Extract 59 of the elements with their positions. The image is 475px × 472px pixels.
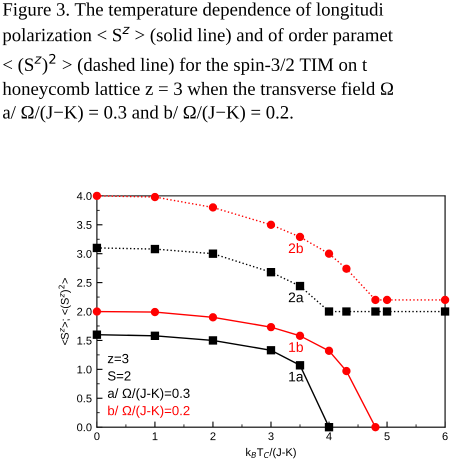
x-tick-label: 1 bbox=[152, 432, 158, 440]
y-tick-label: 4.0 bbox=[76, 192, 92, 200]
point bbox=[266, 322, 276, 332]
x-axis-title: k$_{B}$T$_{C}$/(J-K) bbox=[246, 448, 296, 458]
point bbox=[266, 346, 276, 354]
point bbox=[296, 332, 304, 340]
point bbox=[208, 203, 218, 212]
annotation: a/ Ω/(J-K)=0.3 bbox=[108, 388, 190, 401]
x-tick-label: 2 bbox=[210, 432, 216, 440]
point bbox=[324, 250, 334, 258]
annotation: S=2 bbox=[108, 371, 131, 381]
y-tick-label: 2.5 bbox=[77, 278, 92, 287]
point bbox=[371, 422, 380, 432]
point bbox=[150, 192, 160, 202]
point bbox=[150, 308, 160, 316]
point bbox=[296, 282, 304, 290]
x-tick-label: 5 bbox=[384, 432, 390, 440]
y-tick-label: 1.5 bbox=[77, 336, 92, 345]
point bbox=[208, 250, 218, 258]
point bbox=[208, 336, 218, 345]
annotation: z=3 bbox=[108, 354, 128, 364]
y-tick-label: 3.0 bbox=[77, 250, 92, 258]
point bbox=[150, 244, 160, 254]
point bbox=[440, 296, 450, 304]
point bbox=[324, 346, 334, 356]
point bbox=[371, 296, 380, 304]
point bbox=[324, 307, 334, 316]
point bbox=[92, 244, 102, 252]
series-label: 1b bbox=[289, 342, 303, 352]
point bbox=[266, 268, 276, 276]
x-tick-label: 6 bbox=[442, 432, 448, 440]
point bbox=[342, 264, 351, 273]
point bbox=[342, 307, 351, 316]
y-tick-label: 2.0 bbox=[77, 308, 92, 316]
point bbox=[266, 220, 276, 229]
point bbox=[342, 366, 351, 376]
point bbox=[440, 307, 450, 316]
x-tick-label: 3 bbox=[268, 432, 274, 440]
point bbox=[382, 307, 392, 316]
point bbox=[296, 361, 304, 370]
point bbox=[208, 313, 218, 322]
point bbox=[150, 332, 160, 340]
x-tick-label: 4 bbox=[326, 432, 332, 440]
annotation: b/ Ω/(J-K)=0.2 bbox=[108, 406, 190, 418]
point bbox=[296, 232, 304, 242]
y-tick-label: 1.0 bbox=[77, 366, 92, 374]
chart-title: Figure 3. The temperature dependence of longitudi polarization < S$^{z}$ > (solid line) and of order paramet < (S$^{z}$)$^{2}$ > (dashed line) for the spin-3/2 TIM on t honeycomb lattice z = 3 when the transverse field Ω a/ Ω/(J−K) = 0.3 and b/ Ω/(J−K) = 0.2. bbox=[2, 2, 393, 122]
point bbox=[92, 307, 102, 316]
y-tick-label: 0.0 bbox=[77, 423, 92, 432]
point bbox=[92, 330, 102, 339]
point bbox=[382, 296, 392, 304]
x-tick-label: 0 bbox=[94, 432, 100, 440]
series-label: 2b bbox=[288, 242, 303, 254]
y-tick-label: 0.5 bbox=[77, 394, 92, 402]
y-axis-title: <S$^{z}$>; <(S$^{z}$)$^{2}$> bbox=[58, 278, 71, 345]
y-tick-label: 3.5 bbox=[77, 221, 92, 229]
series-label: 1a bbox=[289, 372, 304, 382]
series-label: 2a bbox=[288, 292, 304, 302]
point bbox=[371, 307, 380, 316]
